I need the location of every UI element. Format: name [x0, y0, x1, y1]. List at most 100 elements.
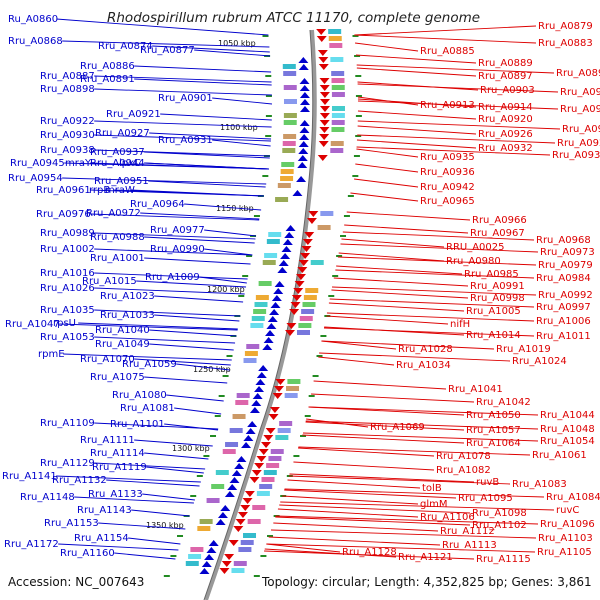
gene-label-right[interactable]: Rru_A0973	[540, 247, 595, 258]
gene-label-right[interactable]: Rru_A0980	[446, 256, 501, 267]
gene-label-left[interactable]: Rru_A0945	[10, 158, 65, 169]
gene-label-left[interactable]: mraY	[65, 158, 92, 169]
gene-label-left[interactable]: Rru_A1023	[100, 291, 155, 302]
gene-label-left[interactable]: Rru_A1153	[44, 518, 99, 529]
gene-label-right[interactable]: Rru_A0967	[470, 228, 525, 239]
gene-label-left[interactable]: Rru_A1109	[40, 418, 95, 429]
gene-label-left[interactable]: Rru_A1154	[74, 533, 129, 544]
gene-label-right[interactable]: Rru_A0968	[536, 235, 591, 246]
gene-label-left[interactable]: Rru_A0921	[106, 109, 161, 120]
gene-label-right[interactable]: Rru_A1048	[540, 424, 595, 435]
gene-label-left[interactable]: Rru_A1081	[120, 403, 175, 414]
gene-label-right[interactable]: Rru_A1083	[512, 479, 567, 490]
gene-label-right[interactable]: Rru_A0991	[470, 281, 525, 292]
gene-label-left[interactable]: Rru_A0951	[94, 176, 149, 187]
gene-label-right[interactable]: Rru_A0965	[420, 196, 475, 207]
gene-label-right[interactable]: Rru_A1057	[466, 425, 521, 436]
gene-label-left[interactable]: Rru_A1049	[95, 339, 150, 350]
gene-label-left[interactable]: Rru_A0931	[158, 135, 213, 146]
gene-label-left[interactable]: Rru_A1035	[40, 305, 95, 316]
gene-label-right[interactable]: Rru_A0926	[478, 129, 533, 140]
gene-label-right[interactable]: ruvC	[556, 505, 579, 516]
gene-label-right[interactable]: Rru_A0913	[420, 100, 475, 111]
gene-label-right[interactable]: Rru_A0897	[478, 71, 533, 82]
gene-label-left[interactable]: Rru_A1026	[40, 283, 95, 294]
gene-label-right[interactable]: Rru_A1050	[466, 410, 521, 421]
gene-label-right[interactable]: Rru_A0935	[420, 152, 475, 163]
gene-label-right[interactable]: Rru_A0904	[560, 87, 600, 98]
gene-label-left[interactable]: Rru_A1111	[80, 435, 135, 446]
gene-label-left[interactable]: Rru_A0989	[40, 228, 95, 239]
gene-label-right[interactable]: glmM	[420, 499, 448, 510]
gene-label-left[interactable]: Rru_A0877	[140, 45, 195, 56]
gene-label-left[interactable]: Rru_A1114	[90, 448, 145, 459]
gene-label-left[interactable]: Rru_A1101	[110, 419, 165, 430]
gene-label-left[interactable]: Rru_A0887	[40, 71, 95, 82]
gene-label-right[interactable]: Rru_A0915	[560, 104, 600, 115]
gene-label-right[interactable]: Rru_A0883	[538, 38, 593, 49]
gene-label-left[interactable]: Rru_A1143	[77, 505, 132, 516]
gene-label-right[interactable]: Rru_A1061	[532, 450, 587, 461]
gene-label-right[interactable]: Rru_A0920	[478, 114, 533, 125]
gene-label-left[interactable]: Rru_A1040	[95, 325, 150, 336]
gene-label-right[interactable]: Rru_A1084	[546, 492, 600, 503]
gene-label-left[interactable]: Rru_A1129	[40, 458, 95, 469]
gene-label-left[interactable]: Rru_A0868	[8, 36, 63, 47]
gene-label-left[interactable]: Rru_A0990	[150, 244, 205, 255]
gene-label-left[interactable]: Rru_A1172	[4, 539, 59, 550]
gene-label-right[interactable]: Rru_A1112	[440, 526, 495, 537]
gene-label-right[interactable]: Rru_A1106	[420, 512, 475, 523]
gene-label-right[interactable]: Rru_A1034	[396, 360, 451, 371]
gene-label-right[interactable]: Rru_A0932	[478, 143, 533, 154]
gene-label-left[interactable]: Rru_A1133	[88, 489, 143, 500]
gene-label-right[interactable]: Rru_A0942	[420, 182, 475, 193]
gene-label-right[interactable]: RRU_A0025	[446, 242, 505, 253]
gene-label-left[interactable]: Rru_A0937	[90, 147, 145, 158]
gene-label-left[interactable]: Rru_A1070	[80, 354, 135, 365]
gene-label-left[interactable]: Rru_A0886	[80, 61, 135, 72]
gene-label-right[interactable]: Rru_A1102	[472, 520, 527, 531]
gene-label-right[interactable]: Rru_A1011	[536, 331, 591, 342]
gene-label-right[interactable]: Rru_A0903	[480, 85, 535, 96]
gene-label-left[interactable]: Rru_A0944	[90, 158, 145, 169]
gene-label-right[interactable]: Rru_A0889	[478, 58, 533, 69]
gene-label-right[interactable]: Rru_A1098	[472, 508, 527, 519]
gene-label-right[interactable]: Rru_A0885	[420, 46, 475, 57]
gene-label-right[interactable]: Rru_A1024	[512, 356, 567, 367]
gene-label-right[interactable]: Rru_A1113	[442, 540, 497, 551]
gene-label-right[interactable]: Rru_A1041	[448, 384, 503, 395]
gene-label-left[interactable]: Rru_A1059	[122, 359, 177, 370]
gene-label-left[interactable]: Rru_A1119	[92, 462, 147, 473]
gene-label-right[interactable]: Rru_A1128	[342, 547, 397, 558]
gene-label-left[interactable]: Rru_A0930	[40, 130, 95, 141]
gene-label-left[interactable]: Rru_A0976	[36, 209, 91, 220]
gene-label-right[interactable]: Rru_A0998	[470, 293, 525, 304]
gene-label-right[interactable]: Rru_A1005	[466, 306, 521, 317]
gene-label-right[interactable]: Rru_A1006	[536, 316, 591, 327]
gene-label-left[interactable]: Rru_A0988	[90, 232, 145, 243]
gene-label-right[interactable]: Rru_A0997	[536, 302, 591, 313]
gene-label-right[interactable]: Rru_A0966	[472, 215, 527, 226]
gene-label-left[interactable]: rrpB	[89, 185, 110, 196]
gene-label-left[interactable]: Rru_A1132	[52, 475, 107, 486]
gene-label-right[interactable]: Rru_A0914	[478, 102, 533, 113]
gene-label-right[interactable]: Rru_A0984	[536, 273, 591, 284]
gene-label-right[interactable]: Rru_A1095	[458, 493, 513, 504]
gene-label-left[interactable]: Rru_A0898	[40, 84, 95, 95]
gene-label-left[interactable]: Rru_A0972	[86, 208, 141, 219]
gene-label-left[interactable]: Rru_A0961	[36, 185, 91, 196]
gene-label-left[interactable]: Rru_A1141	[2, 471, 57, 482]
gene-label-right[interactable]: Rru_A1103	[538, 533, 593, 544]
gene-label-left[interactable]: Rru_A0874	[98, 41, 153, 52]
gene-label-right[interactable]: Rru_A1054	[540, 436, 595, 447]
gene-label-left[interactable]: Rru_A0927	[95, 128, 150, 139]
gene-label-right[interactable]: Rru_A1096	[540, 519, 595, 530]
gene-label-right[interactable]: Rru_A0879	[538, 21, 593, 32]
gene-label-left[interactable]: Rru_A0901	[158, 93, 213, 104]
gene-label-left[interactable]: Rru_A0954	[8, 173, 63, 184]
gene-label-left[interactable]: Rru_A1075	[90, 372, 145, 383]
gene-label-left[interactable]: Rru_A1009	[145, 272, 200, 283]
gene-label-left[interactable]: Rru_A1148	[20, 492, 75, 503]
gene-label-right[interactable]: Rru_A1121	[398, 552, 453, 563]
gene-label-left[interactable]: Ru_A0860	[8, 14, 58, 25]
